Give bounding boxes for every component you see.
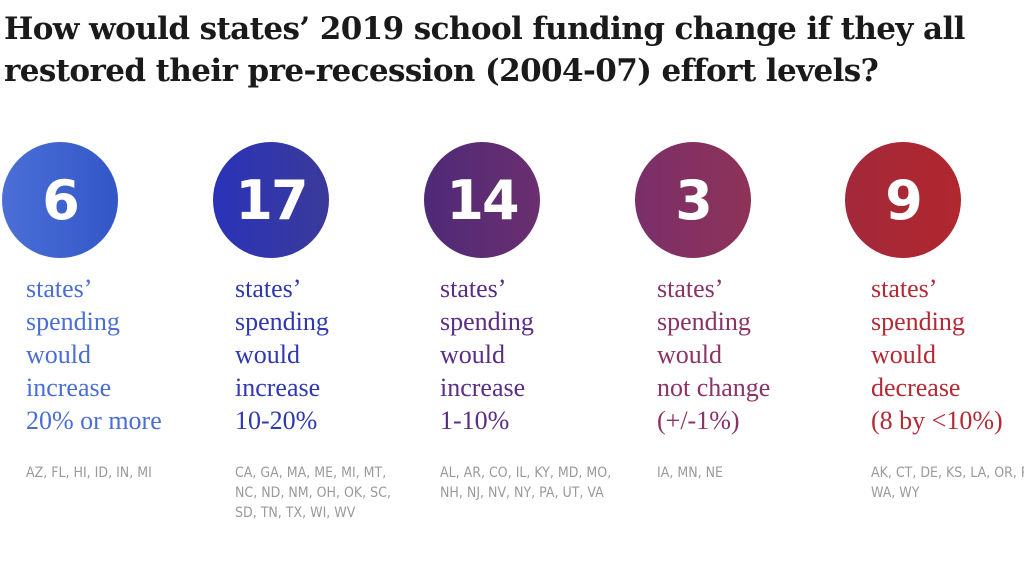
desc-line: 10-20% bbox=[235, 406, 318, 435]
count-circle: 6 bbox=[2, 142, 118, 258]
desc-line: states’ bbox=[871, 274, 938, 303]
group-increase-10-20: 17 states’ spending would increase 10-20… bbox=[213, 142, 403, 523]
group-decrease: 9 states’ spending would decrease (8 by … bbox=[845, 142, 1024, 503]
desc-line: spending bbox=[657, 307, 751, 336]
desc-line: spending bbox=[440, 307, 534, 336]
state-list: IA, MN, NE bbox=[657, 465, 723, 481]
desc-line: would bbox=[657, 340, 722, 369]
group-description: states’ spending would not change (+/-1%… bbox=[657, 272, 825, 437]
desc-line: would bbox=[235, 340, 300, 369]
count-circle: 17 bbox=[213, 142, 329, 258]
desc-line: spending bbox=[235, 307, 329, 336]
desc-line: decrease bbox=[871, 373, 961, 402]
state-list: AZ, FL, HI, ID, IN, MI bbox=[26, 465, 152, 481]
desc-line: (8 by <10%) bbox=[871, 406, 1003, 435]
desc-line: states’ bbox=[440, 274, 507, 303]
desc-line: spending bbox=[26, 307, 120, 336]
desc-line: 20% or more bbox=[26, 406, 162, 435]
desc-line: 1-10% bbox=[440, 406, 510, 435]
group-description: states’ spending would increase 20% or m… bbox=[26, 272, 192, 437]
desc-line: spending bbox=[871, 307, 965, 336]
group-description: states’ spending would increase 1-10% bbox=[440, 272, 614, 437]
group-increase-1-10: 14 states’ spending would increase 1-10%… bbox=[424, 142, 614, 503]
desc-line: would bbox=[26, 340, 91, 369]
desc-line: would bbox=[440, 340, 505, 369]
desc-line: increase bbox=[440, 373, 526, 402]
desc-line: (+/-1%) bbox=[657, 406, 740, 435]
count-circle: 14 bbox=[424, 142, 540, 258]
state-list: AK, CT, DE, KS, LA, OR, RI, WA, WY bbox=[871, 465, 1024, 501]
desc-line: states’ bbox=[657, 274, 724, 303]
desc-line: states’ bbox=[26, 274, 93, 303]
state-list: CA, GA, MA, ME, MI, MT, NC, ND, NM, OH, … bbox=[235, 465, 391, 521]
state-list: AL, AR, CO, IL, KY, MD, MO, NH, NJ, NV, … bbox=[440, 465, 612, 501]
desc-line: would bbox=[871, 340, 936, 369]
desc-line: not change bbox=[657, 373, 771, 402]
desc-line: increase bbox=[26, 373, 112, 402]
count-circle: 3 bbox=[635, 142, 751, 258]
count-circle: 9 bbox=[845, 142, 961, 258]
group-increase-20-plus: 6 states’ spending would increase 20% or… bbox=[2, 142, 192, 483]
desc-line: states’ bbox=[235, 274, 302, 303]
group-description: states’ spending would increase 10-20% bbox=[235, 272, 403, 437]
group-no-change: 3 states’ spending would not change (+/-… bbox=[635, 142, 825, 483]
desc-line: increase bbox=[235, 373, 321, 402]
chart-title: How would states’ 2019 school funding ch… bbox=[4, 11, 965, 89]
group-description: states’ spending would decrease (8 by <1… bbox=[871, 272, 1024, 437]
